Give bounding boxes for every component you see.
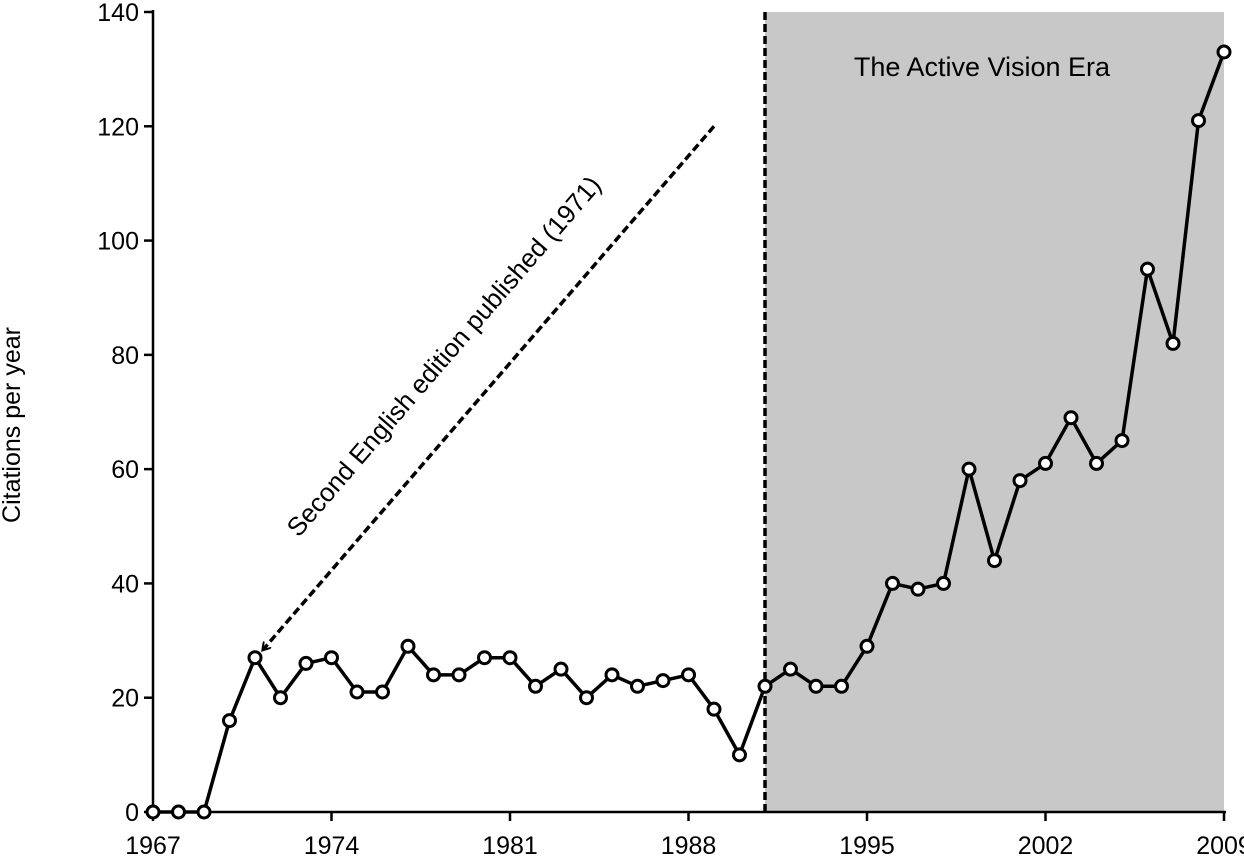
data-point: [732, 747, 747, 763]
data-point: [553, 661, 569, 677]
x-tick-label: 1967: [125, 832, 181, 860]
data-point: [451, 667, 467, 683]
data-point: [604, 667, 620, 683]
annotation-layer: [263, 125, 716, 649]
data-point: [426, 667, 441, 683]
data-point: [910, 581, 926, 597]
era-shaded-region: [765, 12, 1224, 812]
data-point: [528, 678, 543, 694]
data-point: [1012, 473, 1028, 489]
y-tick-label: 120: [97, 113, 139, 141]
data-point: [349, 684, 365, 700]
x-tick-label: 1995: [839, 832, 895, 860]
y-tick-label: 40: [111, 570, 139, 598]
data-point: [630, 678, 645, 694]
data-point: [987, 553, 1002, 569]
era-label: The Active Vision Era: [854, 52, 1111, 82]
data-point: [681, 667, 696, 683]
data-point: [808, 678, 824, 694]
data-point: [1089, 455, 1104, 471]
data-point: [1165, 335, 1181, 351]
data-point: [655, 673, 671, 689]
shade-layer: [763, 12, 1224, 812]
y-tick-label: 20: [111, 685, 139, 713]
annotation-label: Second English edition published (1971): [280, 170, 607, 542]
data-point: [936, 575, 951, 591]
data-point: [477, 650, 492, 666]
data-point: [834, 678, 849, 694]
data-point: [502, 650, 518, 666]
data-point: [145, 804, 161, 820]
y-tick-label: 0: [125, 799, 139, 827]
data-point: [375, 684, 390, 700]
x-tick-label: 2002: [1018, 832, 1074, 860]
y-axis-title: Citations per year: [0, 327, 26, 523]
data-point: [273, 690, 288, 706]
x-tick-label: 1974: [304, 832, 360, 860]
y-tick-label: 140: [97, 0, 139, 27]
x-tick-label: 2009: [1196, 832, 1244, 860]
data-point: [171, 804, 186, 820]
data-point: [400, 638, 416, 654]
data-point: [1140, 261, 1155, 277]
x-tick-label: 1981: [482, 832, 538, 860]
data-point: [1216, 44, 1232, 60]
data-point: [783, 661, 798, 677]
data-point: [1191, 113, 1206, 129]
data-point: [579, 690, 594, 706]
data-point: [859, 638, 875, 654]
y-tick-label: 60: [111, 456, 139, 484]
series-layer: [145, 44, 1232, 820]
data-point: [222, 713, 237, 729]
data-point: [247, 650, 263, 666]
data-point: [1038, 455, 1053, 471]
annotation-arrow: [263, 125, 716, 649]
data-point: [196, 804, 212, 820]
data-point: [757, 678, 773, 694]
data-point: [1063, 410, 1079, 426]
y-tick-label: 80: [111, 342, 139, 370]
data-point: [298, 655, 314, 671]
data-point: [1114, 433, 1130, 449]
data-point: [885, 575, 900, 591]
y-tick-label: 100: [97, 228, 139, 256]
x-tick-label: 1988: [661, 832, 717, 860]
data-point: [961, 461, 977, 477]
data-point: [706, 701, 722, 717]
data-point: [324, 650, 339, 666]
